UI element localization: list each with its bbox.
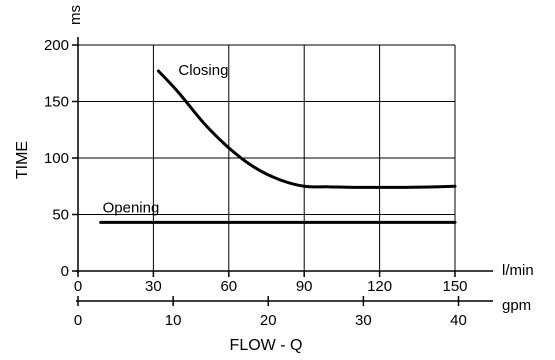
x2-tick-label: 20 [260, 312, 277, 329]
ticks: 0 50 100 150 200 0 30 60 90 120 150 0 10 20 30 40 [44, 37, 468, 329]
y-tick-label: 200 [44, 37, 69, 54]
y-tick-label: 150 [44, 94, 69, 111]
x-tick-label: 0 [74, 278, 82, 295]
x2-tick-label: 10 [165, 312, 182, 329]
y-tick-label: 50 [52, 207, 69, 224]
y-tick-label: 0 [61, 263, 69, 280]
series: Closing Opening [99, 62, 457, 224]
x-axis-unit: l/min [502, 262, 534, 279]
axes [76, 37, 493, 302]
x-tick-label: 150 [442, 278, 467, 295]
x-tick-label: 90 [296, 278, 313, 295]
x-tick-label: 60 [220, 278, 237, 295]
x2-axis-unit: gpm [502, 297, 531, 314]
series-label-opening: Opening [103, 199, 160, 216]
grid [78, 44, 456, 271]
x-axis-title: FLOW - Q [230, 337, 303, 354]
series-line-closing [156, 69, 457, 189]
x-tick-label: 30 [145, 278, 162, 295]
x-tick-label: 120 [367, 278, 392, 295]
x2-tick-label: 0 [74, 312, 82, 329]
x2-tick-label: 30 [355, 312, 372, 329]
y-tick-label: 100 [44, 150, 69, 167]
y-axis-title: TIME [14, 141, 31, 179]
x2-tick-label: 40 [450, 312, 467, 329]
series-label-closing: Closing [178, 62, 228, 79]
labels: TIME ms l/min gpm FLOW - Q [14, 5, 534, 354]
y-axis-unit: ms [67, 5, 84, 25]
